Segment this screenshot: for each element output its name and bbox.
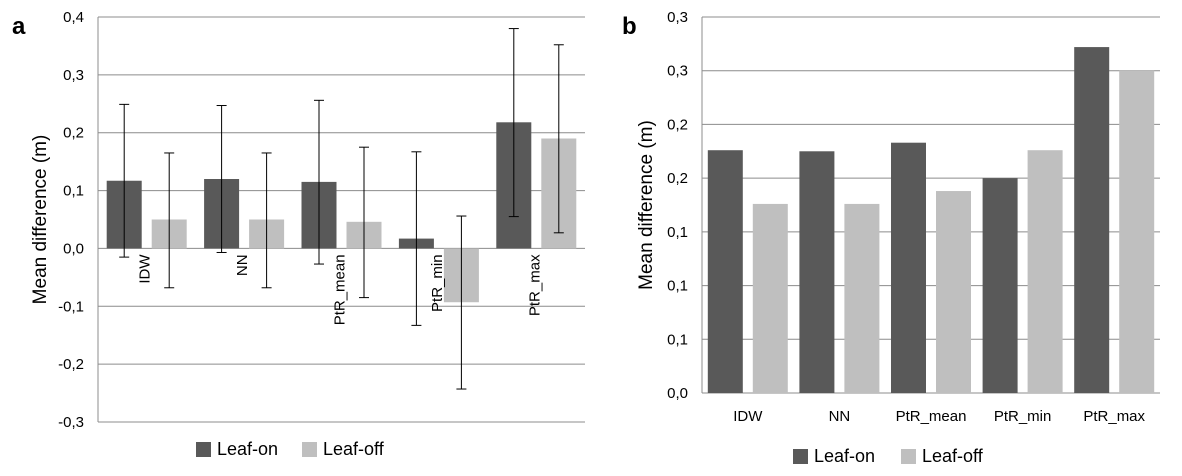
legend-label-leaf-off: Leaf-off bbox=[323, 439, 385, 459]
y-tick-label: -0,3 bbox=[58, 414, 84, 431]
bar-leaf-on bbox=[707, 150, 743, 393]
y-tick-label: 0,0 bbox=[667, 385, 688, 402]
panel-letter: b bbox=[622, 13, 637, 40]
panel-letter: a bbox=[12, 13, 26, 40]
y-tick-label: 0,1 bbox=[667, 331, 688, 348]
y-tick-label: 0,2 bbox=[667, 116, 688, 133]
y-tick-label: 0,1 bbox=[667, 278, 688, 295]
y-tick-label: 0,3 bbox=[667, 9, 688, 26]
legend-swatch-leaf-on bbox=[196, 442, 211, 457]
y-tick-label: 0,3 bbox=[63, 67, 84, 84]
category-label: NN bbox=[829, 408, 851, 425]
y-tick-label: -0,2 bbox=[58, 356, 84, 373]
legend-swatch-leaf-off bbox=[302, 442, 317, 457]
y-axis-title: Mean difference (m) bbox=[636, 120, 657, 290]
y-tick-label: 0,4 bbox=[63, 9, 84, 26]
y-tick-label: 0,0 bbox=[63, 240, 84, 257]
y-axis-title: Mean difference (m) bbox=[30, 135, 51, 305]
bar-leaf-off bbox=[936, 191, 971, 393]
bar-leaf-off bbox=[844, 203, 880, 393]
bar-leaf-on bbox=[982, 178, 1018, 393]
bar-leaf-on bbox=[799, 151, 835, 393]
y-tick-label: -0,1 bbox=[58, 298, 84, 315]
chart-panel-a: a 0,4 0,3 0,2 0,1 0,0 -0,1 -0,2 -0,3 Mean differe… bbox=[12, 9, 585, 459]
category-label: NN bbox=[234, 254, 251, 276]
bar-leaf-off bbox=[752, 203, 788, 393]
category-label: IDW bbox=[733, 408, 763, 425]
category-label: IDW bbox=[137, 254, 154, 284]
y-tick-label: 0,2 bbox=[63, 125, 84, 142]
y-tick-label: 0,1 bbox=[667, 224, 688, 241]
category-label: PtR_mean bbox=[332, 254, 349, 325]
bar-leaf-off bbox=[1027, 150, 1063, 393]
category-label: PtR_min bbox=[429, 254, 446, 312]
legend-label-leaf-on: Leaf-on bbox=[814, 446, 875, 466]
bar-leaf-on bbox=[891, 142, 926, 393]
category-label: PtR_min bbox=[994, 408, 1052, 425]
legend-label-leaf-off: Leaf-off bbox=[922, 446, 984, 466]
legend-label-leaf-on: Leaf-on bbox=[217, 439, 278, 459]
y-tick-label: 0,1 bbox=[63, 183, 84, 200]
category-label: PtR_max bbox=[526, 254, 543, 316]
category-label: PtR_mean bbox=[896, 408, 967, 425]
bar-leaf-off bbox=[1119, 70, 1155, 393]
bar-leaf-on bbox=[1074, 47, 1110, 394]
chart-panel-b: b 0,3 0,3 0,2 0,2 0,1 0,1 0,1 0,0 Mean difference… bbox=[622, 9, 1160, 466]
legend-swatch-leaf-on bbox=[793, 449, 808, 464]
y-tick-label: 0,3 bbox=[667, 63, 688, 80]
y-tick-label: 0,2 bbox=[667, 170, 688, 187]
legend-swatch-leaf-off bbox=[901, 449, 916, 464]
category-label: PtR_max bbox=[1083, 408, 1145, 425]
